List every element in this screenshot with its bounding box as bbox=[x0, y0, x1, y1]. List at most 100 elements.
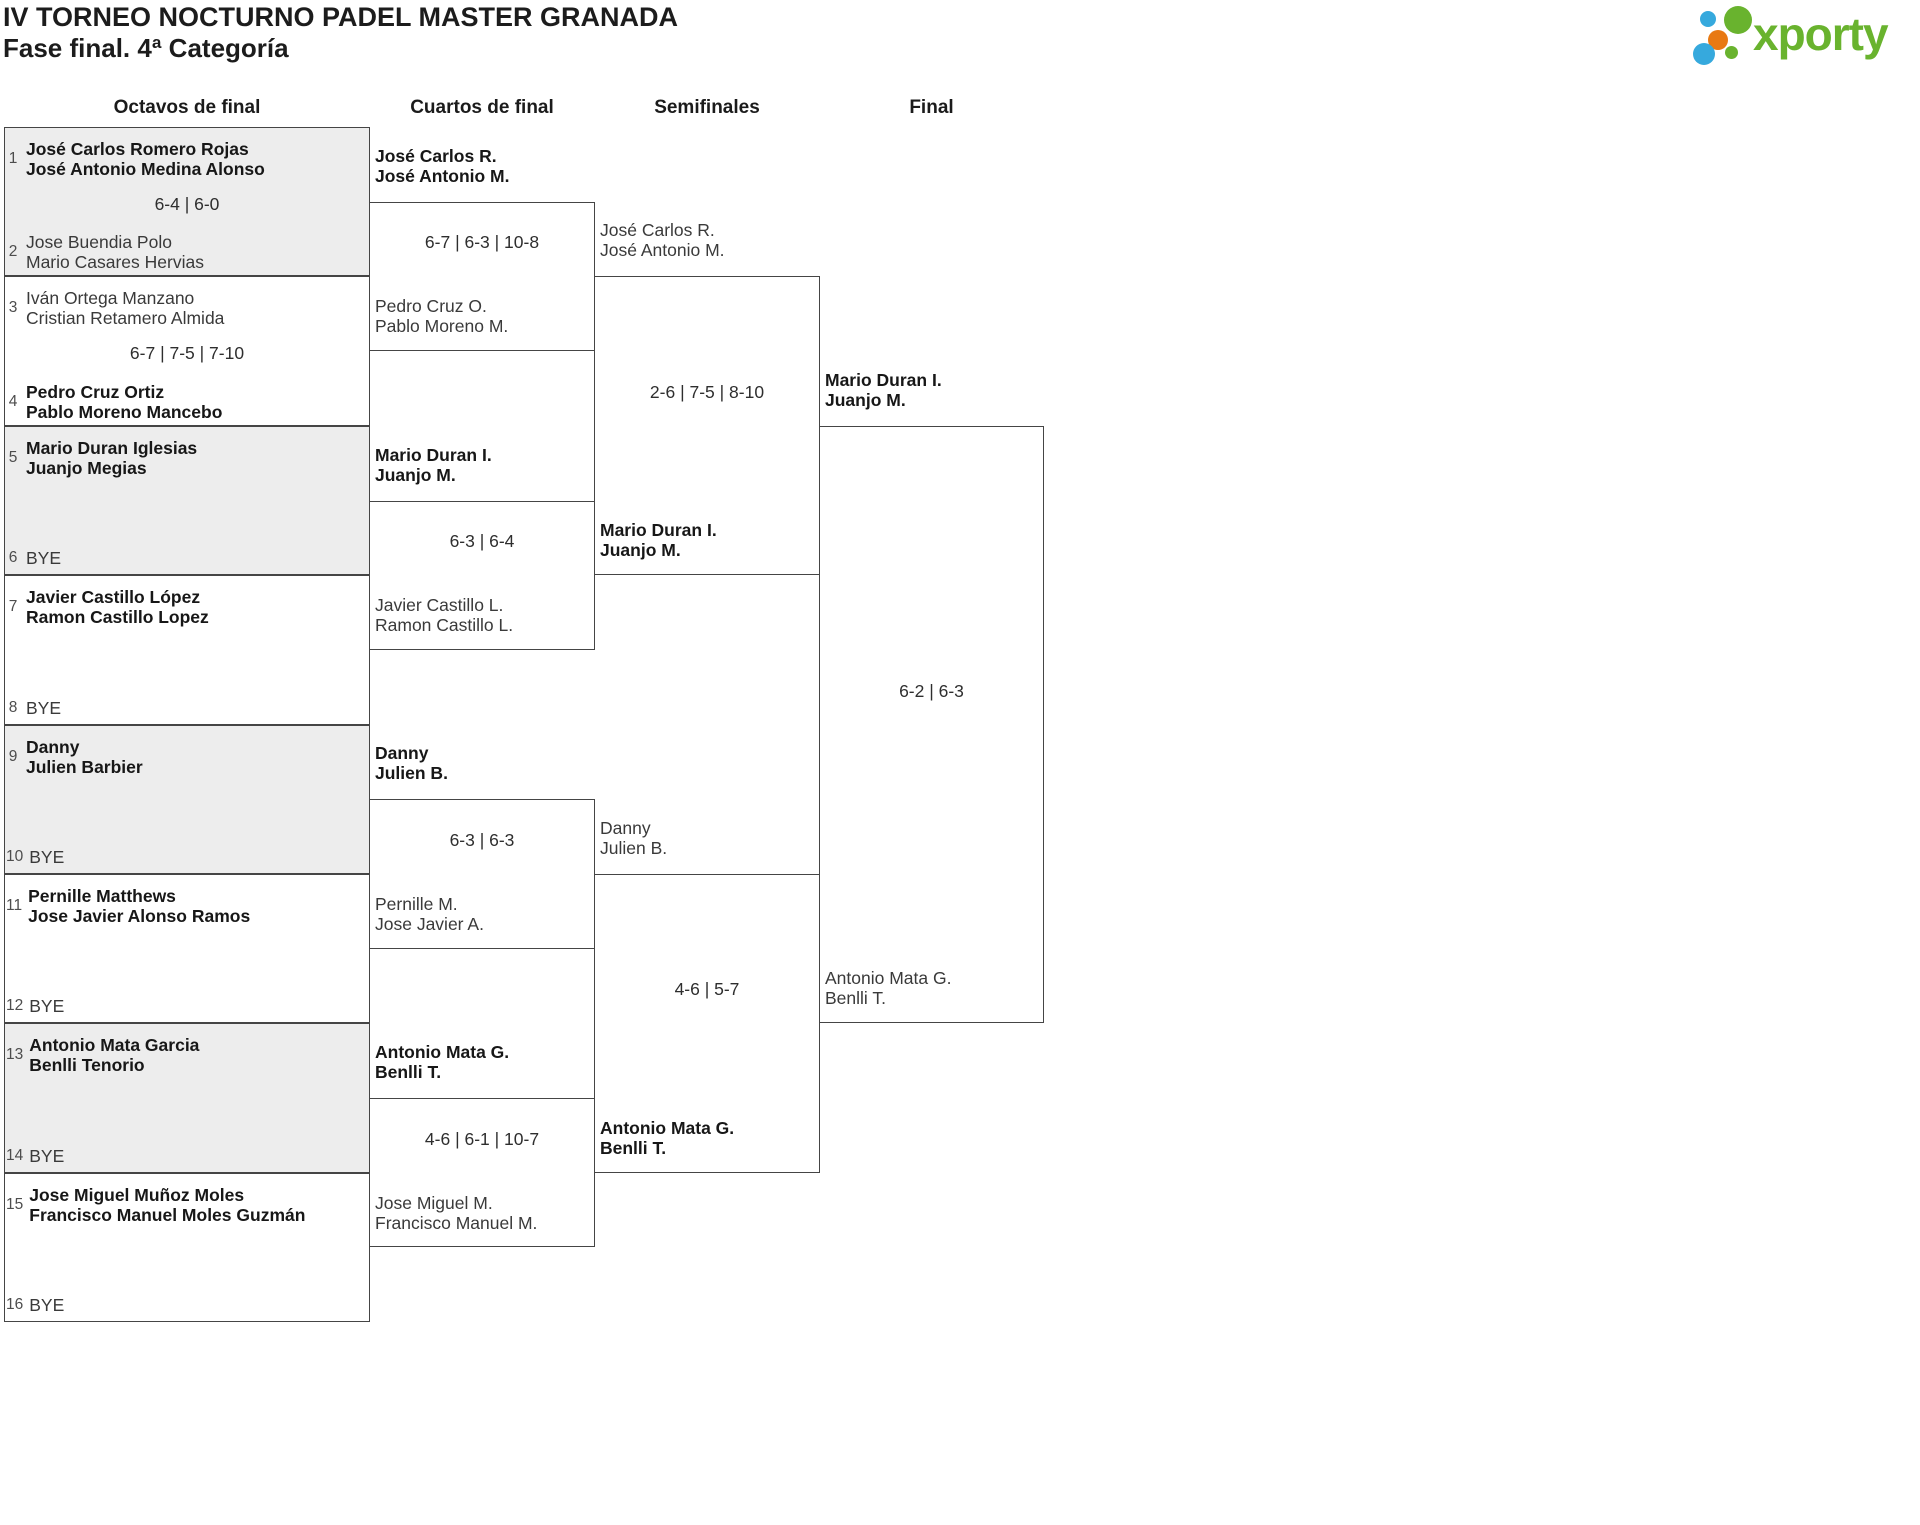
page-title: IV TORNEO NOCTURNO PADEL MASTER GRANADA … bbox=[3, 2, 678, 64]
match-box bbox=[594, 276, 820, 576]
team-names: Mario Duran I. Juanjo M. bbox=[375, 445, 492, 485]
bye-label: BYE bbox=[26, 697, 62, 718]
round-header: Cuartos de final bbox=[410, 97, 554, 118]
team-name: Jose Javier A. bbox=[375, 913, 484, 934]
team-seed: 15 bbox=[6, 1195, 24, 1213]
team-entry: Pedro Cruz O. Pablo Moreno M. bbox=[375, 296, 508, 336]
team-name: Antonio Mata G. bbox=[825, 968, 952, 989]
team-seed: 5 bbox=[8, 448, 18, 466]
match-box bbox=[369, 1098, 595, 1248]
team-names: Mario Duran Iglesias Juanjo Megias bbox=[26, 438, 197, 478]
team-name: José Carlos R. bbox=[600, 220, 715, 241]
team-seed: 4 bbox=[8, 392, 18, 410]
team-name: Juanjo Megias bbox=[26, 457, 147, 478]
team-names: BYE bbox=[26, 548, 61, 568]
match-box bbox=[4, 575, 370, 725]
bye-label: BYE bbox=[29, 996, 65, 1017]
team-entry: 13 Antonio Mata Garcia Benlli Tenorio bbox=[6, 1035, 199, 1075]
team-entry: 8 BYE bbox=[6, 698, 61, 718]
match-box bbox=[369, 799, 595, 949]
team-name: Jose Javier Alonso Ramos bbox=[28, 906, 251, 926]
team-seed: 11 bbox=[6, 897, 23, 914]
logo-wordmark: xporty bbox=[1753, 8, 1889, 60]
team-seed: 6 bbox=[8, 549, 18, 567]
team-name: Pernille Matthews bbox=[28, 886, 176, 906]
team-seed: 3 bbox=[8, 299, 18, 317]
team-entry: 1 José Carlos Romero Rojas José Antonio Me… bbox=[6, 139, 265, 179]
team-entry: José Carlos R. José Antonio M. bbox=[600, 220, 725, 260]
match-score: 6-3 | 6-4 bbox=[449, 531, 515, 552]
team-name: Pedro Cruz O. bbox=[375, 296, 487, 317]
team-seed: 16 bbox=[6, 1296, 24, 1314]
match-box bbox=[4, 1023, 370, 1173]
match-box bbox=[819, 425, 1044, 1024]
team-name: Pedro Cruz Ortiz bbox=[26, 381, 165, 402]
team-name: Antonio Mata G. bbox=[375, 1042, 510, 1063]
team-names: Jose Miguel M. Francisco Manuel M. bbox=[375, 1193, 537, 1233]
team-entry: Pernille M. Jose Javier A. bbox=[375, 894, 484, 934]
team-names: Pernille M. Jose Javier A. bbox=[375, 894, 484, 934]
match-score: 6-3 | 6-3 bbox=[449, 830, 515, 850]
team-name: Antonio Mata Garcia bbox=[29, 1035, 200, 1056]
team-name: Danny bbox=[26, 736, 80, 757]
team-entry: 9 Danny Julien Barbier bbox=[6, 737, 143, 777]
team-entry: 7 Javier Castillo López Ramon Castillo Lop… bbox=[6, 587, 209, 627]
team-names: Danny Julien B. bbox=[375, 743, 448, 783]
team-names: Danny Julien B. bbox=[600, 818, 667, 858]
team-name: Iván Ortega Manzano bbox=[26, 288, 195, 309]
team-names: Antonio Mata Garcia Benlli Tenorio bbox=[29, 1035, 199, 1075]
team-seed: 7 bbox=[8, 598, 18, 616]
team-entry: Antonio Mata G. Benlli T. bbox=[825, 968, 951, 1008]
team-entry: Mario Duran I. Juanjo M. bbox=[375, 445, 492, 485]
team-name: Javier Castillo López bbox=[26, 587, 201, 608]
team-name: José Antonio Medina Alonso bbox=[26, 159, 265, 179]
logo-dot-orange-icon bbox=[1708, 30, 1728, 50]
team-name: Javier Castillo L. bbox=[375, 594, 504, 615]
bye-label: BYE bbox=[26, 548, 62, 569]
team-names: Javier Castillo López Ramon Castillo Lope… bbox=[26, 587, 209, 627]
team-entry: 11 Pernille Matthews Jose Javier Alonso Ra… bbox=[6, 886, 250, 926]
team-names: Mario Duran I. Juanjo M. bbox=[600, 520, 717, 560]
team-names: Danny Julien Barbier bbox=[26, 737, 143, 777]
team-name: José Antonio M. bbox=[600, 240, 725, 261]
bye-label: BYE bbox=[29, 1295, 65, 1316]
team-name: Mario Duran I. bbox=[375, 444, 492, 465]
bye-label: BYE bbox=[29, 847, 65, 867]
team-entry: Javier Castillo L. Ramon Castillo L. bbox=[375, 595, 513, 635]
team-entry: 16 BYE bbox=[6, 1295, 64, 1315]
team-name: Benlli T. bbox=[825, 988, 886, 1009]
bye-label: BYE bbox=[29, 1145, 65, 1166]
team-name: Jose Miguel Muñoz Moles bbox=[29, 1184, 245, 1205]
team-entry: 2 Jose Buendia Polo Mario Casares Hervias bbox=[6, 232, 204, 272]
team-name: Mario Duran I. bbox=[600, 520, 717, 541]
team-seed: 12 bbox=[6, 997, 24, 1015]
team-entry: 14 BYE bbox=[6, 1146, 64, 1166]
team-names: Antonio Mata G. Benlli T. bbox=[825, 968, 951, 1008]
match-box bbox=[4, 874, 370, 1024]
team-name: Juanjo M. bbox=[375, 464, 456, 485]
match-score: 6-4 | 6-0 bbox=[154, 193, 220, 214]
team-entry: 10 BYE bbox=[6, 847, 64, 867]
match-box bbox=[369, 500, 595, 650]
match-box bbox=[4, 276, 370, 426]
team-entry: 4 Pedro Cruz Ortiz Pablo Moreno Mancebo bbox=[6, 381, 223, 422]
team-seed: 9 bbox=[8, 747, 18, 765]
team-names: BYE bbox=[29, 847, 64, 867]
team-seed: 8 bbox=[8, 698, 18, 716]
team-name: Juanjo M. bbox=[825, 389, 906, 410]
team-entry: 5 Mario Duran Iglesias Juanjo Megias bbox=[6, 438, 197, 478]
team-seed: 2 bbox=[8, 243, 18, 261]
team-seed: 10 bbox=[6, 848, 24, 865]
match-score: 4-6 | 6-1 | 10-7 bbox=[424, 1128, 540, 1149]
team-name: Pernille M. bbox=[375, 893, 458, 914]
match-box bbox=[369, 201, 595, 352]
team-name: Danny bbox=[600, 818, 651, 838]
team-name: Francisco Manuel M. bbox=[375, 1212, 538, 1233]
match-score: 4-6 | 5-7 bbox=[674, 979, 740, 1000]
team-name: Ramon Castillo Lopez bbox=[26, 607, 209, 628]
team-names: Javier Castillo L. Ramon Castillo L. bbox=[375, 595, 513, 635]
team-entry: Antonio Mata G. Benlli T. bbox=[375, 1042, 509, 1082]
team-name: Juanjo M. bbox=[600, 540, 681, 561]
team-names: José Carlos R. José Antonio M. bbox=[375, 146, 510, 186]
